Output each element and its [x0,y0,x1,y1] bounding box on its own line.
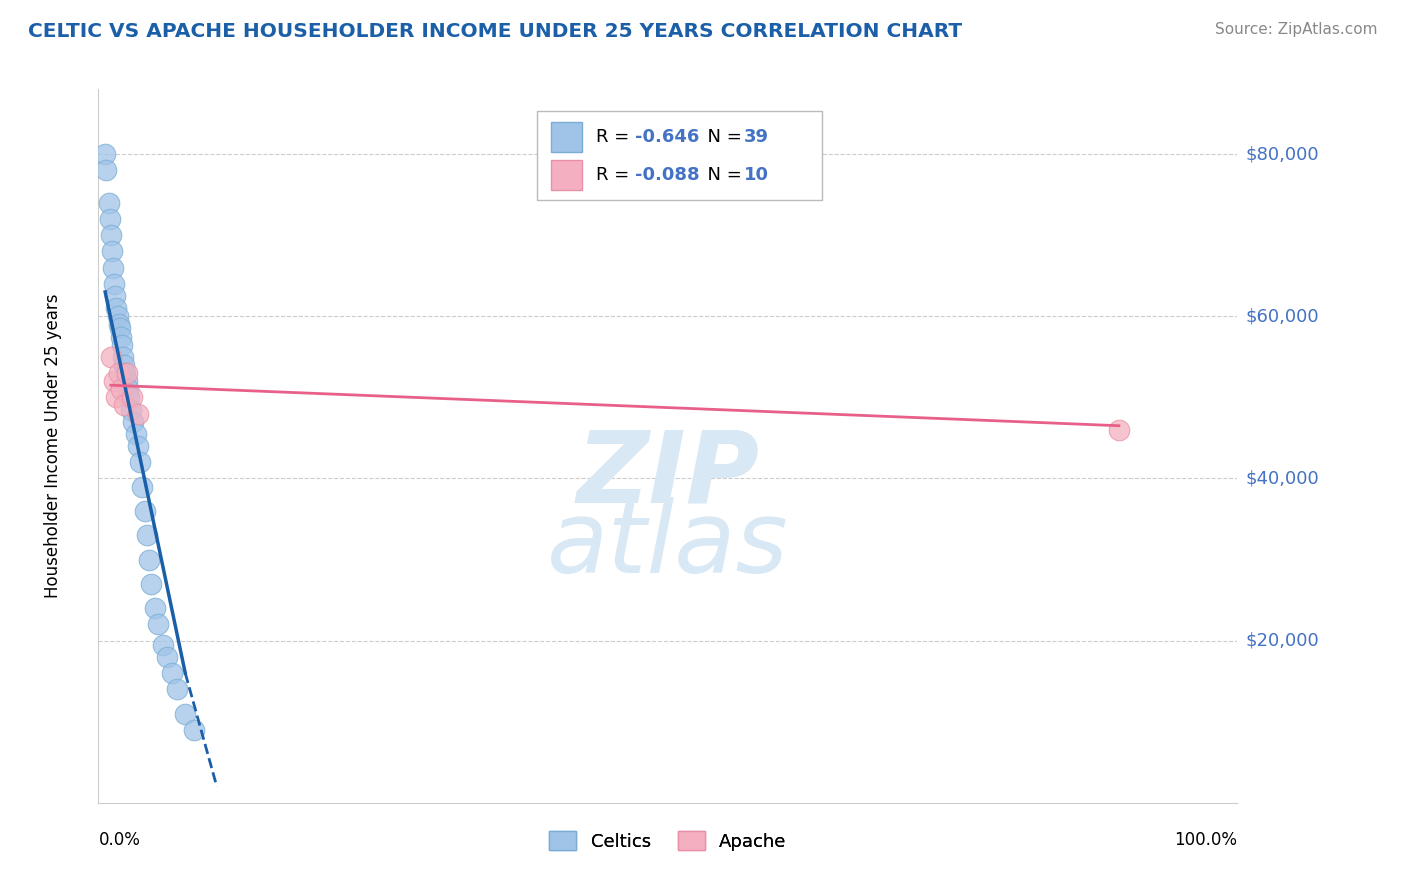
Point [148,617,170,632]
Point [134,504,156,518]
Point [152,638,174,652]
Point [111,337,134,351]
Point [143,601,166,615]
Point [100,228,122,243]
Point [94,147,117,161]
Point [98,211,121,226]
Text: N =: N = [696,128,748,146]
Text: 10: 10 [744,166,769,184]
Point [1108,423,1130,437]
Text: Householder Income Under 25 years: Householder Income Under 25 years [44,293,62,599]
Text: -0.088: -0.088 [636,166,699,184]
Text: ZIP: ZIP [576,426,759,523]
Point [110,382,132,396]
Legend: Celtics, Apache: Celtics, Apache [541,824,794,858]
Point [107,366,129,380]
Text: N =: N = [696,166,748,184]
Point [101,260,124,275]
Point [105,390,128,404]
Point [110,329,132,343]
Point [156,649,179,664]
Text: Source: ZipAtlas.com: Source: ZipAtlas.com [1215,22,1378,37]
Text: atlas: atlas [547,498,789,594]
Point [101,244,124,259]
Text: 39: 39 [744,128,769,146]
Text: $40,000: $40,000 [1246,469,1319,487]
Point [114,366,136,380]
Point [183,723,205,737]
Point [127,407,149,421]
Point [124,426,146,441]
Point [135,528,157,542]
Point [129,455,152,469]
Point [103,374,125,388]
Text: CELTIC VS APACHE HOUSEHOLDER INCOME UNDER 25 YEARS CORRELATION CHART: CELTIC VS APACHE HOUSEHOLDER INCOME UNDE… [28,22,962,41]
Point [107,318,129,332]
Point [105,301,128,315]
Text: 0.0%: 0.0% [98,831,141,849]
Text: R =: R = [596,166,636,184]
Point [112,399,135,413]
Point [100,350,122,364]
Point [118,390,141,404]
Point [122,415,145,429]
Text: $80,000: $80,000 [1246,145,1319,163]
Point [112,350,135,364]
Point [96,163,118,178]
Point [166,682,188,697]
Point [121,390,143,404]
Point [127,439,149,453]
Point [115,374,138,388]
Point [115,366,138,380]
Text: 100.0%: 100.0% [1174,831,1237,849]
Point [97,195,120,210]
Point [108,321,131,335]
Text: $60,000: $60,000 [1246,307,1319,326]
Point [103,277,125,291]
Text: -0.646: -0.646 [636,128,699,146]
Point [107,310,129,324]
Point [112,358,135,372]
Text: R =: R = [596,128,636,146]
Point [117,382,139,396]
Point [174,706,197,721]
FancyBboxPatch shape [537,111,821,200]
Point [160,666,183,681]
Point [104,289,127,303]
Point [120,402,142,417]
Bar [551,122,582,153]
Bar [551,160,582,190]
Text: $20,000: $20,000 [1246,632,1319,649]
Point [131,479,153,493]
Point [138,552,160,566]
Point [141,577,163,591]
